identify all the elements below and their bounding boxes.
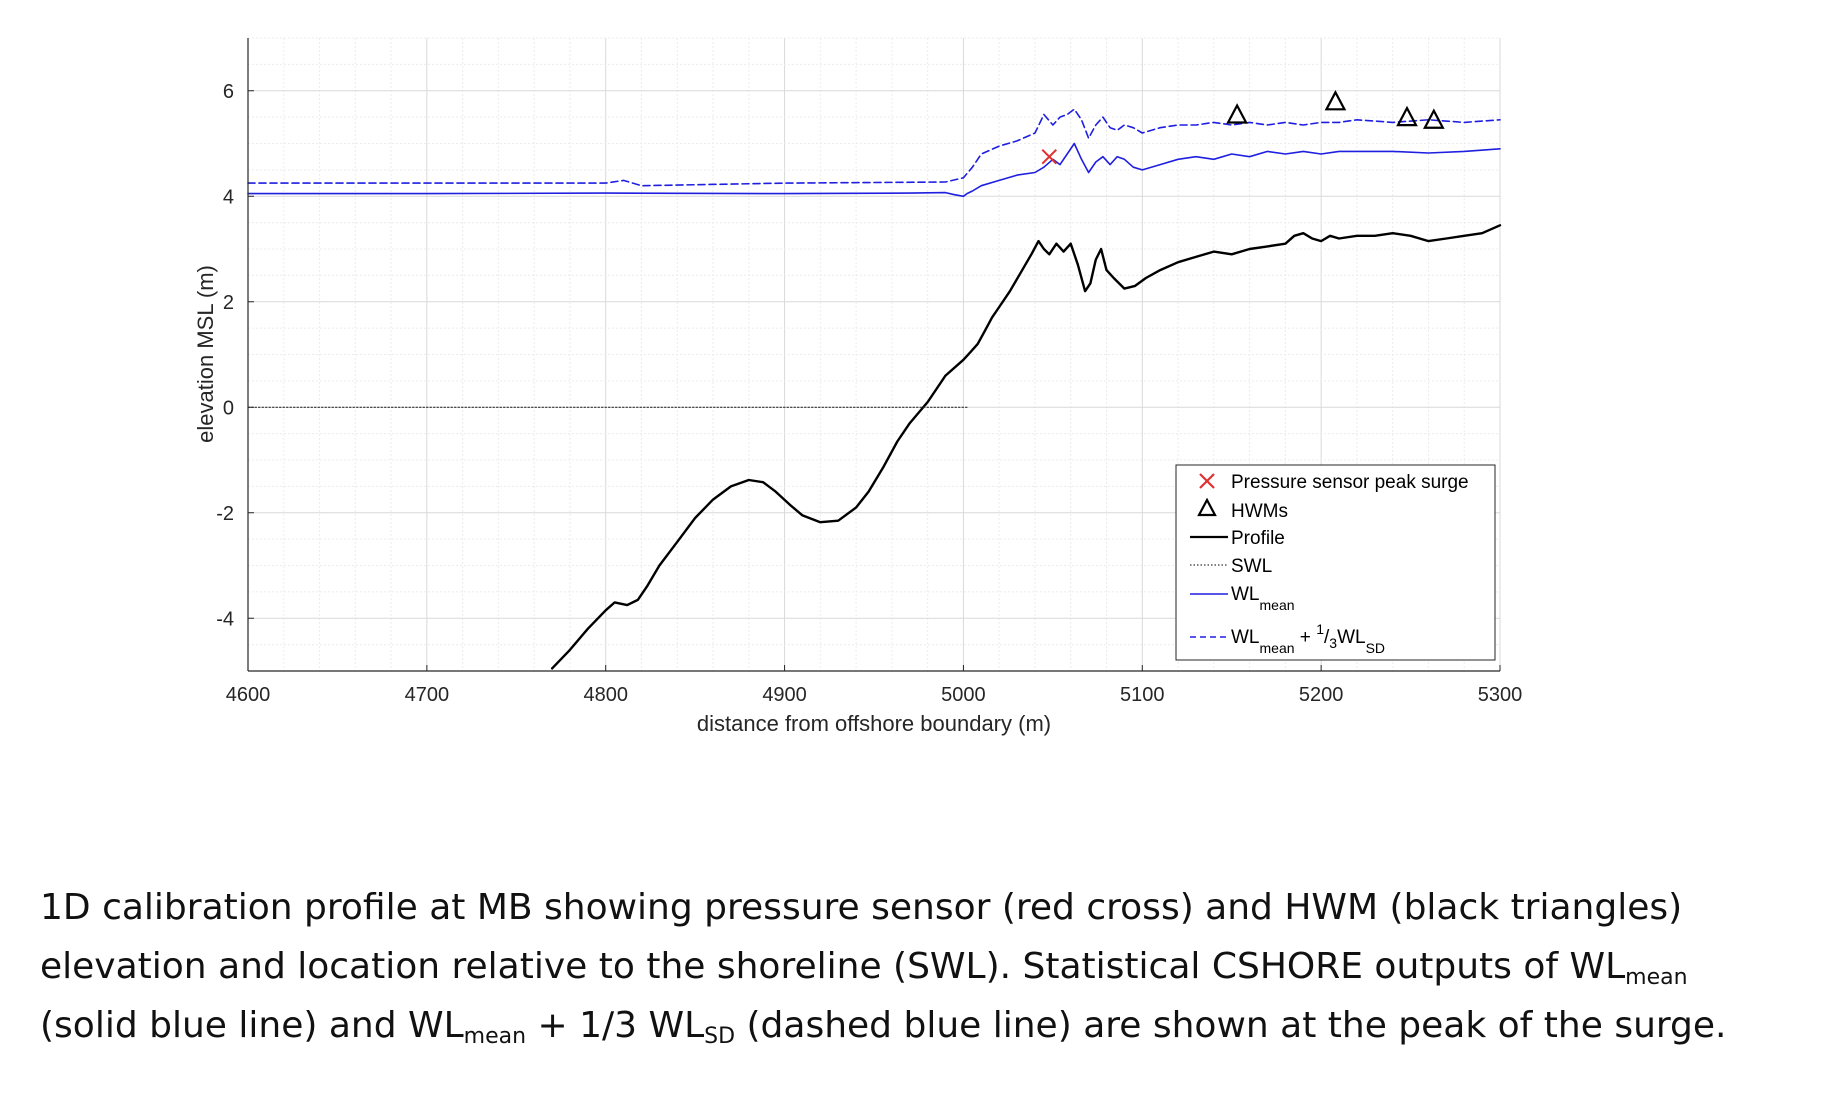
marker-hwm xyxy=(1226,103,1248,124)
x-tick-label: 4600 xyxy=(226,684,271,706)
x-tick-label: 5300 xyxy=(1478,684,1523,706)
y-tick-label: 0 xyxy=(223,397,234,419)
markers-layer xyxy=(1041,89,1445,165)
series-line-wlsd xyxy=(247,108,1501,187)
x-tick-label: 5100 xyxy=(1120,684,1165,706)
legend-label-wlmean: WLmean xyxy=(1231,584,1295,613)
x-tick-label: 4700 xyxy=(405,684,450,706)
y-axis-label: elevation MSL (m) xyxy=(193,265,218,443)
series-line-profile xyxy=(550,224,1502,670)
legend-label-wlsd: WLmean + 1/3WLSD xyxy=(1231,621,1385,656)
x-tick-label: 4800 xyxy=(583,684,628,706)
caption-line-3a: (solid blue line) and WL xyxy=(40,1005,464,1046)
legend-entry-hwm: HWMs xyxy=(1197,497,1288,522)
legend-entry-swl: SWL xyxy=(1190,556,1272,577)
y-tick-label: 6 xyxy=(223,81,234,103)
x-tick-label: 5200 xyxy=(1299,684,1344,706)
marker-hwm xyxy=(1396,105,1418,127)
legend-entry-sensor: Pressure sensor peak surge xyxy=(1199,472,1469,493)
y-tick-label: 4 xyxy=(223,186,234,208)
figure-caption: 1D calibration profile at MB showing pre… xyxy=(40,878,1800,1055)
chart: 4600 4700 4800 4900 5000 5100 5200 5300 -4 -2 0 2 4… xyxy=(193,37,1523,736)
x-tick-label: 4900 xyxy=(762,684,807,706)
x-axis-label: distance from offshore boundary (m) xyxy=(697,711,1051,736)
legend-entry-profile: Profile xyxy=(1190,528,1285,549)
y-tick-label: 2 xyxy=(223,292,234,314)
marker-sensor xyxy=(1041,148,1057,165)
legend-entry-wlsd: WLmean + 1/3WLSD xyxy=(1190,621,1385,656)
caption-line-2: elevation and location relative to the s… xyxy=(40,946,1626,987)
legend-box xyxy=(1175,464,1496,661)
y-tick-label: -4 xyxy=(216,608,234,630)
marker-stroke xyxy=(1041,148,1057,165)
legend-label-hwm: HWMs xyxy=(1231,501,1288,522)
legend-label-sensor: Pressure sensor peak surge xyxy=(1231,472,1469,493)
legend-entry-wlmean: WLmean xyxy=(1190,584,1295,613)
legend-label-swl: SWL xyxy=(1231,556,1272,577)
x-tick-label: 5000 xyxy=(941,684,986,706)
caption-line-1: 1D calibration profile at MB showing pre… xyxy=(40,887,1683,928)
legend: Pressure sensor peak surge HWMs Profile … xyxy=(1175,464,1496,661)
x-tick-labels: 4600 4700 4800 4900 5000 5100 5200 5300 xyxy=(226,665,1523,706)
marker-hwm xyxy=(1422,108,1445,129)
caption-sub-sd: SD xyxy=(704,1024,736,1049)
y-tick-labels: -4 -2 0 2 4 6 xyxy=(216,81,254,630)
y-tick-label: -2 xyxy=(216,503,234,525)
caption-line-3c: (dashed blue line) are shown at the peak… xyxy=(735,1005,1727,1046)
series-line-wlmean xyxy=(247,142,1501,198)
caption-sub-mean-2: mean xyxy=(463,1024,527,1049)
legend-label-profile: Profile xyxy=(1231,528,1285,549)
caption-line-3b: + 1/3 WL xyxy=(526,1005,705,1046)
grid xyxy=(247,37,1501,672)
series-layer xyxy=(247,108,1502,670)
marker-hwm xyxy=(1324,89,1347,111)
caption-sub-mean: mean xyxy=(1625,965,1688,990)
